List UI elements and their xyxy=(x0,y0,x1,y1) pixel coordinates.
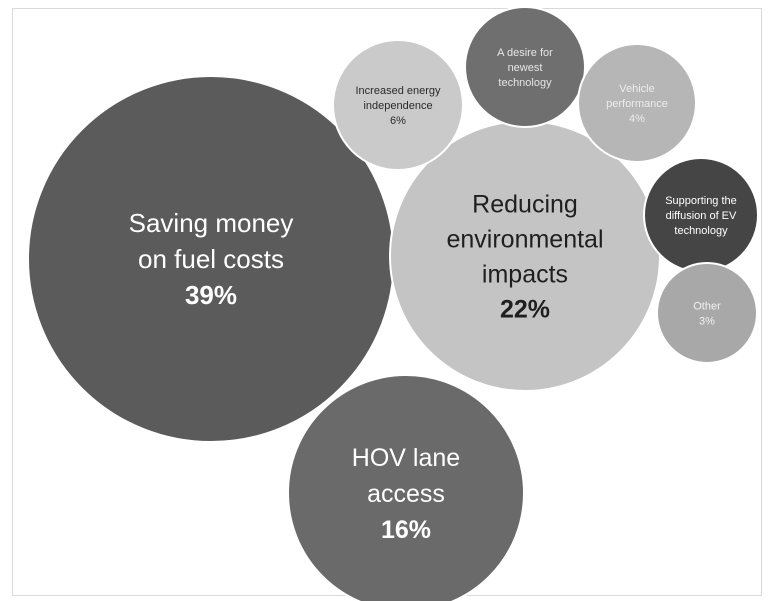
bubble-circle-a-desire-for-newest-technology xyxy=(464,6,586,128)
bubble-value-vehicle-performance: 4% xyxy=(629,113,645,125)
bubble-value-reducing-environmental-impacts: 22% xyxy=(500,295,550,323)
bubble-label-other: Other xyxy=(693,300,721,312)
bubble-label-increased-energy-independence: Increased energy xyxy=(356,85,441,97)
bubble-label-a-desire-for-newest-technology: A desire for xyxy=(497,47,553,59)
bubble-label-reducing-environmental-impacts: Reducing xyxy=(472,190,578,218)
bubble-hov-lane-access: HOV lane access 16% xyxy=(287,374,525,601)
bubble-label-increased-energy-independence: independence xyxy=(363,100,432,112)
bubble-label-saving-money-on-fuel-costs: Saving money xyxy=(129,208,294,238)
bubble-label-vehicle-performance: Vehicle xyxy=(619,83,654,95)
bubble-value-other: 3% xyxy=(699,315,715,327)
bubble-a-desire-for-newest-technology: A desire for newest technology xyxy=(464,6,586,128)
bubble-value-increased-energy-independence: 6% xyxy=(390,115,406,127)
bubble-label-saving-money-on-fuel-costs: on fuel costs xyxy=(138,244,284,274)
bubble-label-reducing-environmental-impacts: environmental xyxy=(446,225,603,253)
bubble-circle-other xyxy=(656,262,758,364)
bubble-label-supporting-the-diffusion-of-ev-technology: technology xyxy=(674,225,728,237)
bubble-value-hov-lane-access: 16% xyxy=(381,516,431,544)
bubble-label-a-desire-for-newest-technology: technology xyxy=(498,77,552,89)
bubble-label-supporting-the-diffusion-of-ev-technology: diffusion of EV xyxy=(666,210,737,222)
bubble-circle-vehicle-performance xyxy=(577,43,697,163)
bubble-other: Other 3% xyxy=(656,262,758,364)
bubble-reducing-environmental-impacts: Reducing environmental impacts 22% xyxy=(389,120,661,392)
bubble-value-saving-money-on-fuel-costs: 39% xyxy=(185,280,237,310)
bubble-label-vehicle-performance: performance xyxy=(606,98,668,110)
bubble-increased-energy-independence: Increased energy independence 6% xyxy=(332,39,464,171)
bubble-saving-money-on-fuel-costs: Saving money on fuel costs 39% xyxy=(27,75,395,443)
bubble-label-hov-lane-access: HOV lane xyxy=(352,444,460,472)
bubble-circle-increased-energy-independence xyxy=(332,39,464,171)
bubble-label-a-desire-for-newest-technology: newest xyxy=(508,62,543,74)
bubble-circle-hov-lane-access xyxy=(287,374,525,601)
bubble-supporting-the-diffusion-of-ev-technology: Supporting the diffusion of EV technology xyxy=(643,157,759,273)
bubble-label-hov-lane-access: access xyxy=(367,480,445,508)
bubble-vehicle-performance: Vehicle performance 4% xyxy=(577,43,697,163)
bubble-label-supporting-the-diffusion-of-ev-technology: Supporting the xyxy=(665,195,737,207)
bubble-label-reducing-environmental-impacts: impacts xyxy=(482,260,568,288)
